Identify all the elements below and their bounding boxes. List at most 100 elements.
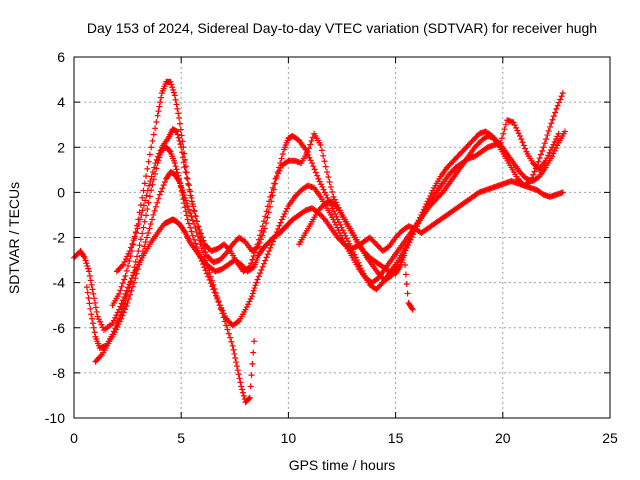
data-point bbox=[128, 244, 135, 251]
data-point bbox=[277, 165, 284, 172]
data-point bbox=[271, 180, 278, 187]
data-point bbox=[335, 219, 342, 226]
data-point bbox=[410, 231, 417, 238]
data-point bbox=[262, 257, 269, 264]
data-point bbox=[88, 281, 95, 288]
data-point bbox=[199, 234, 206, 241]
data-point bbox=[260, 218, 267, 225]
data-point bbox=[173, 128, 180, 135]
data-point bbox=[187, 192, 194, 199]
data-point bbox=[89, 315, 96, 322]
data-point bbox=[166, 147, 173, 154]
data-point bbox=[228, 338, 235, 345]
data-point bbox=[157, 147, 164, 154]
data-point bbox=[282, 208, 289, 215]
data-point bbox=[242, 306, 249, 313]
data-point bbox=[122, 272, 129, 279]
data-point bbox=[549, 116, 556, 123]
data-point bbox=[202, 257, 209, 264]
data-point bbox=[155, 153, 162, 160]
data-point bbox=[177, 141, 184, 148]
data-point bbox=[317, 141, 324, 148]
data-point bbox=[248, 260, 255, 267]
data-point bbox=[552, 136, 559, 143]
data-point bbox=[118, 315, 125, 322]
data-point bbox=[186, 186, 193, 193]
data-point bbox=[356, 262, 363, 269]
data-point bbox=[175, 176, 182, 183]
data-point bbox=[408, 305, 415, 312]
data-point bbox=[314, 172, 321, 179]
data-point bbox=[559, 90, 566, 97]
data-point bbox=[114, 323, 121, 330]
data-point bbox=[156, 191, 163, 198]
data-point bbox=[246, 263, 253, 270]
data-point bbox=[139, 207, 146, 214]
data-point bbox=[155, 108, 162, 115]
data-point bbox=[234, 367, 241, 374]
data-point bbox=[83, 260, 90, 267]
data-point bbox=[305, 145, 312, 152]
data-point bbox=[144, 187, 151, 194]
data-point bbox=[153, 118, 160, 125]
series-4 bbox=[109, 78, 566, 309]
data-point bbox=[111, 329, 118, 336]
data-point bbox=[212, 290, 219, 297]
x-tick-label: 10 bbox=[281, 430, 297, 446]
data-point bbox=[255, 273, 262, 280]
data-point bbox=[501, 126, 508, 133]
data-point bbox=[357, 265, 364, 272]
data-point bbox=[236, 375, 243, 382]
data-point bbox=[545, 128, 552, 135]
data-point bbox=[192, 213, 199, 220]
data-point bbox=[352, 254, 359, 261]
data-point bbox=[234, 318, 241, 325]
data-point bbox=[402, 247, 409, 254]
data-point bbox=[359, 267, 366, 274]
data-point bbox=[129, 240, 136, 247]
data-point bbox=[141, 218, 148, 225]
data-point bbox=[266, 248, 273, 255]
data-point bbox=[91, 295, 98, 302]
data-point bbox=[187, 210, 194, 217]
tick-marks bbox=[73, 56, 611, 419]
data-point bbox=[172, 163, 179, 170]
data-point bbox=[182, 169, 189, 176]
data-point bbox=[323, 169, 330, 176]
data-point bbox=[182, 163, 189, 170]
data-point bbox=[551, 138, 558, 145]
data-point bbox=[86, 272, 93, 279]
data-point bbox=[502, 121, 509, 128]
data-point bbox=[136, 261, 143, 268]
data-point bbox=[174, 105, 181, 112]
data-point bbox=[149, 216, 156, 223]
data-point bbox=[549, 153, 556, 160]
data-point bbox=[189, 232, 196, 239]
series-3 bbox=[92, 169, 258, 406]
y-tick-label: -4 bbox=[53, 275, 66, 291]
data-point bbox=[156, 150, 163, 157]
data-point bbox=[416, 217, 423, 224]
data-point bbox=[197, 230, 204, 237]
data-point bbox=[539, 147, 546, 154]
data-point bbox=[125, 295, 132, 302]
data-point bbox=[348, 246, 355, 253]
data-point bbox=[175, 134, 182, 141]
data-point bbox=[145, 199, 152, 206]
data-point bbox=[182, 194, 189, 201]
data-point bbox=[161, 178, 168, 185]
data-point bbox=[551, 147, 558, 154]
data-point bbox=[87, 277, 94, 284]
data-point bbox=[331, 196, 338, 203]
data-point bbox=[406, 239, 413, 246]
y-tick-label: 4 bbox=[57, 94, 65, 110]
data-point bbox=[92, 304, 99, 311]
data-point bbox=[160, 182, 167, 189]
data-point bbox=[498, 135, 505, 142]
data-point bbox=[343, 235, 350, 242]
data-point bbox=[220, 314, 227, 321]
y-axis-label: SDTVAR / TECUs bbox=[6, 182, 22, 294]
data-point bbox=[518, 136, 525, 143]
data-point bbox=[510, 119, 517, 126]
data-point bbox=[178, 132, 185, 139]
